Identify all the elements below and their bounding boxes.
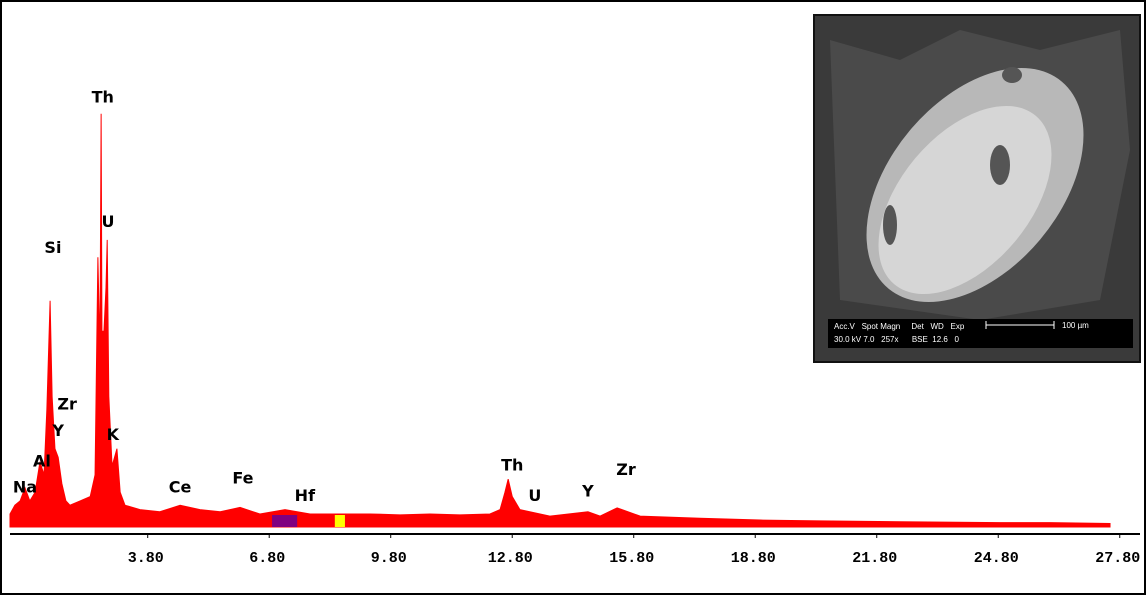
peak-label: Na bbox=[13, 477, 37, 496]
peak-label: Y bbox=[581, 482, 594, 501]
roi-marker bbox=[272, 515, 297, 527]
peak-label: Th bbox=[92, 88, 114, 107]
roi-marker bbox=[335, 515, 345, 527]
x-tick-label: 3.80 bbox=[128, 550, 164, 567]
inclusion bbox=[883, 205, 897, 245]
x-tick-label: 18.80 bbox=[731, 550, 776, 567]
x-tick-label: 6.80 bbox=[249, 550, 285, 567]
peak-label: U bbox=[102, 212, 115, 231]
inclusion bbox=[1002, 67, 1022, 83]
peak-label: U bbox=[528, 486, 541, 505]
info-header: Acc.V Spot Magn Det WD Exp bbox=[834, 322, 965, 331]
x-tick-label: 24.80 bbox=[974, 550, 1019, 567]
peak-label: Hf bbox=[295, 486, 316, 505]
peak-label: Fe bbox=[232, 469, 253, 488]
peak-label: K bbox=[107, 425, 120, 444]
scale-label: 100 µm bbox=[1062, 321, 1089, 330]
peak-label: Zr bbox=[57, 395, 77, 414]
inclusion bbox=[990, 145, 1010, 185]
sem-inset: Acc.V Spot Magn Det WD Exp 30.0 kV 7.0 2… bbox=[814, 15, 1140, 362]
peak-label: Th bbox=[501, 456, 523, 475]
peak-label: Zr bbox=[616, 460, 636, 479]
peak-label: Ce bbox=[169, 477, 192, 496]
x-tick-label: 15.80 bbox=[609, 550, 654, 567]
x-tick-label: 21.80 bbox=[852, 550, 897, 567]
peak-label: Y bbox=[51, 421, 64, 440]
peak-label: Si bbox=[44, 238, 61, 257]
x-tick-label: 9.80 bbox=[371, 550, 407, 567]
x-tick-label: 27.80 bbox=[1095, 550, 1140, 567]
info-values: 30.0 kV 7.0 257x BSE 12.6 0 bbox=[834, 335, 960, 344]
x-tick-label: 12.80 bbox=[488, 550, 533, 567]
peak-label: Al bbox=[33, 451, 51, 470]
chart: Acc.V Spot Magn Det WD Exp 30.0 kV 7.0 2… bbox=[0, 0, 1147, 596]
